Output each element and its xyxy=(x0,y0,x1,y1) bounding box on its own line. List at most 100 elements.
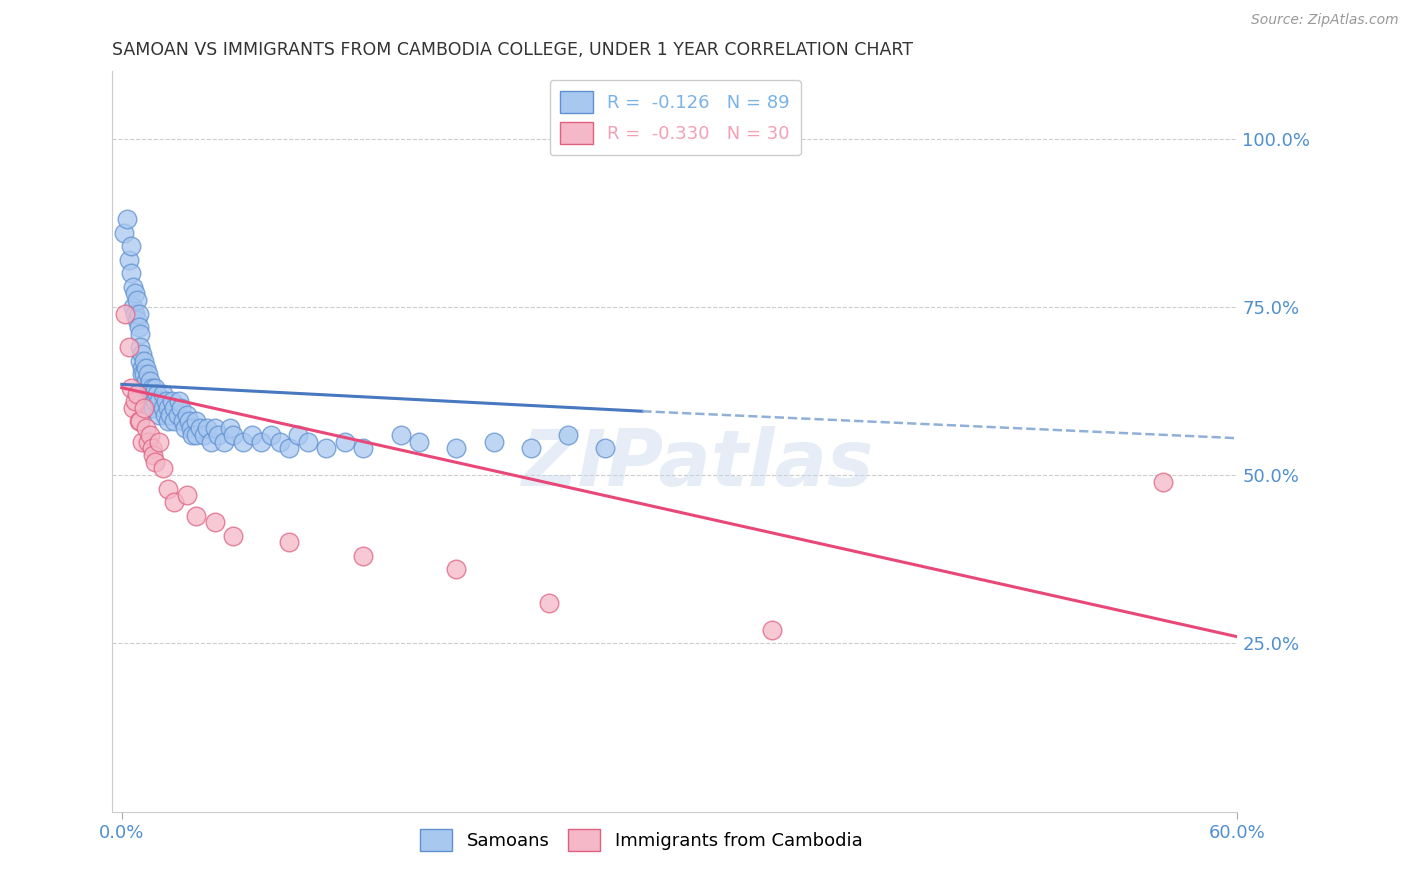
Point xyxy=(136,394,159,409)
Point xyxy=(207,427,229,442)
Point xyxy=(118,252,141,267)
Point xyxy=(761,623,783,637)
Point xyxy=(129,340,152,354)
Point xyxy=(129,414,152,428)
Point xyxy=(148,434,170,449)
Point xyxy=(482,434,505,449)
Point xyxy=(446,562,468,576)
Point xyxy=(146,387,169,401)
Point xyxy=(1152,475,1174,489)
Point xyxy=(131,347,153,361)
Point xyxy=(125,293,148,308)
Point xyxy=(120,239,142,253)
Point xyxy=(163,414,186,428)
Text: Source: ZipAtlas.com: Source: ZipAtlas.com xyxy=(1251,13,1399,28)
Point xyxy=(446,442,468,456)
Point xyxy=(120,266,142,280)
Point xyxy=(138,387,160,401)
Point xyxy=(143,381,166,395)
Point xyxy=(128,307,150,321)
Point xyxy=(152,387,174,401)
Text: SAMOAN VS IMMIGRANTS FROM CAMBODIA COLLEGE, UNDER 1 YEAR CORRELATION CHART: SAMOAN VS IMMIGRANTS FROM CAMBODIA COLLE… xyxy=(112,41,914,59)
Point xyxy=(353,442,375,456)
Point xyxy=(222,529,245,543)
Point xyxy=(138,374,160,388)
Point xyxy=(148,408,170,422)
Point xyxy=(169,394,191,409)
Point xyxy=(204,421,226,435)
Point xyxy=(136,434,159,449)
Point xyxy=(143,394,166,409)
Point xyxy=(200,434,222,449)
Point xyxy=(141,381,163,395)
Point xyxy=(287,427,309,442)
Point xyxy=(114,307,136,321)
Point xyxy=(125,313,148,327)
Point xyxy=(389,427,412,442)
Point xyxy=(333,434,356,449)
Point xyxy=(163,495,186,509)
Point xyxy=(141,442,163,456)
Point xyxy=(186,427,208,442)
Point xyxy=(148,394,170,409)
Point xyxy=(222,427,245,442)
Point xyxy=(538,596,561,610)
Point xyxy=(138,427,160,442)
Point xyxy=(593,442,616,456)
Point xyxy=(122,401,145,415)
Point xyxy=(132,381,155,395)
Point xyxy=(143,455,166,469)
Point xyxy=(117,212,139,227)
Point xyxy=(132,401,155,415)
Point xyxy=(160,394,183,409)
Point xyxy=(269,434,291,449)
Point xyxy=(131,360,153,375)
Text: ZIPatlas: ZIPatlas xyxy=(522,425,873,502)
Point xyxy=(193,427,215,442)
Point xyxy=(176,408,198,422)
Point xyxy=(163,401,186,415)
Point xyxy=(297,434,319,449)
Point xyxy=(152,461,174,475)
Point xyxy=(118,340,141,354)
Point xyxy=(131,368,153,382)
Point xyxy=(138,401,160,415)
Point xyxy=(212,434,235,449)
Point xyxy=(157,482,180,496)
Point xyxy=(177,414,200,428)
Point xyxy=(170,401,193,415)
Point xyxy=(124,286,146,301)
Point xyxy=(315,442,337,456)
Point xyxy=(250,434,273,449)
Point xyxy=(186,414,208,428)
Point xyxy=(129,353,152,368)
Point xyxy=(136,368,159,382)
Point xyxy=(174,421,197,435)
Point xyxy=(122,279,145,293)
Point xyxy=(136,381,159,395)
Point xyxy=(142,448,165,462)
Point xyxy=(142,401,165,415)
Point xyxy=(124,307,146,321)
Point xyxy=(142,387,165,401)
Point xyxy=(120,381,142,395)
Point xyxy=(128,320,150,334)
Point xyxy=(259,427,281,442)
Point xyxy=(155,394,177,409)
Point xyxy=(124,394,146,409)
Point xyxy=(135,387,157,401)
Point xyxy=(240,427,263,442)
Point xyxy=(132,368,155,382)
Point xyxy=(218,421,240,435)
Point xyxy=(204,516,226,530)
Point xyxy=(172,414,194,428)
Point xyxy=(181,427,204,442)
Point xyxy=(153,408,176,422)
Point xyxy=(135,421,157,435)
Point xyxy=(132,353,155,368)
Point xyxy=(128,414,150,428)
Point xyxy=(188,421,211,435)
Point xyxy=(353,549,375,563)
Point xyxy=(180,421,202,435)
Point xyxy=(278,535,301,549)
